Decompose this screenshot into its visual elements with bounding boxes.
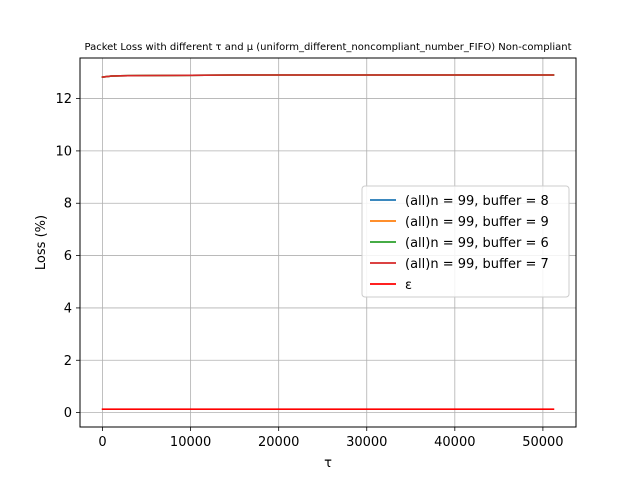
y-tick-label: 0 bbox=[64, 406, 72, 421]
y-tick-label: 2 bbox=[64, 354, 72, 369]
legend-box bbox=[361, 185, 570, 298]
x-tick-label: 50000 bbox=[522, 435, 563, 450]
legend-label: (all)n = 99, buffer = 8 bbox=[405, 194, 549, 209]
x-tick-label: 30000 bbox=[346, 435, 387, 450]
series-line-4 bbox=[101, 74, 555, 78]
y-axis: 0 2 4 6 8 10 12 bbox=[55, 92, 80, 421]
chart-title: Packet Loss with different τ and μ (unif… bbox=[85, 42, 572, 53]
y-tick-label: 4 bbox=[64, 301, 72, 316]
legend-label: (all)n = 99, buffer = 7 bbox=[405, 257, 549, 272]
legend-entry: (all)n = 99, buffer = 8 bbox=[370, 194, 549, 209]
legend: (all)n = 99, buffer = 8 (all)n = 99, buff… bbox=[361, 185, 570, 298]
x-axis-label: τ bbox=[324, 456, 332, 471]
x-tick-label: 40000 bbox=[434, 435, 475, 450]
y-tick-label: 8 bbox=[64, 197, 72, 212]
y-tick-label: 10 bbox=[55, 144, 72, 159]
y-tick-label: 12 bbox=[55, 92, 72, 107]
legend-label: (all)n = 99, buffer = 9 bbox=[405, 215, 549, 230]
x-axis: 0 10000 20000 30000 40000 50000 bbox=[98, 427, 564, 450]
y-axis-label: Loss (%) bbox=[34, 215, 49, 270]
plot-frame bbox=[79, 57, 577, 428]
legend-entry: (all)n = 99, buffer = 6 bbox=[370, 236, 549, 251]
x-tick-label: 20000 bbox=[258, 435, 299, 450]
legend-label: ε bbox=[405, 278, 412, 293]
legend-entry: (all)n = 99, buffer = 7 bbox=[370, 257, 549, 272]
plot-series bbox=[101, 74, 555, 411]
legend-label: (all)n = 99, buffer = 6 bbox=[405, 236, 549, 251]
x-tick-label: 10000 bbox=[170, 435, 211, 450]
legend-entry: (all)n = 99, buffer = 9 bbox=[370, 215, 549, 230]
y-tick-label: 6 bbox=[64, 249, 72, 264]
x-tick-label: 0 bbox=[98, 435, 106, 450]
legend-entry: ε bbox=[370, 278, 412, 293]
